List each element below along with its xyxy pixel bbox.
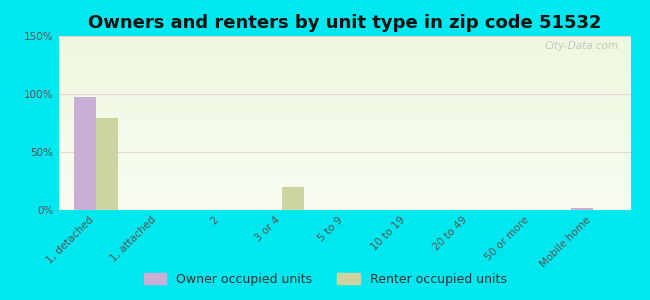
Bar [571,208,593,210]
Text: City-Data.com: City-Data.com [545,41,619,51]
Bar [96,118,118,210]
Legend: Owner occupied units, Renter occupied units: Owner occupied units, Renter occupied un… [138,268,512,291]
Bar [282,187,304,210]
Bar [74,98,96,210]
Title: Owners and renters by unit type in zip code 51532: Owners and renters by unit type in zip c… [88,14,601,32]
